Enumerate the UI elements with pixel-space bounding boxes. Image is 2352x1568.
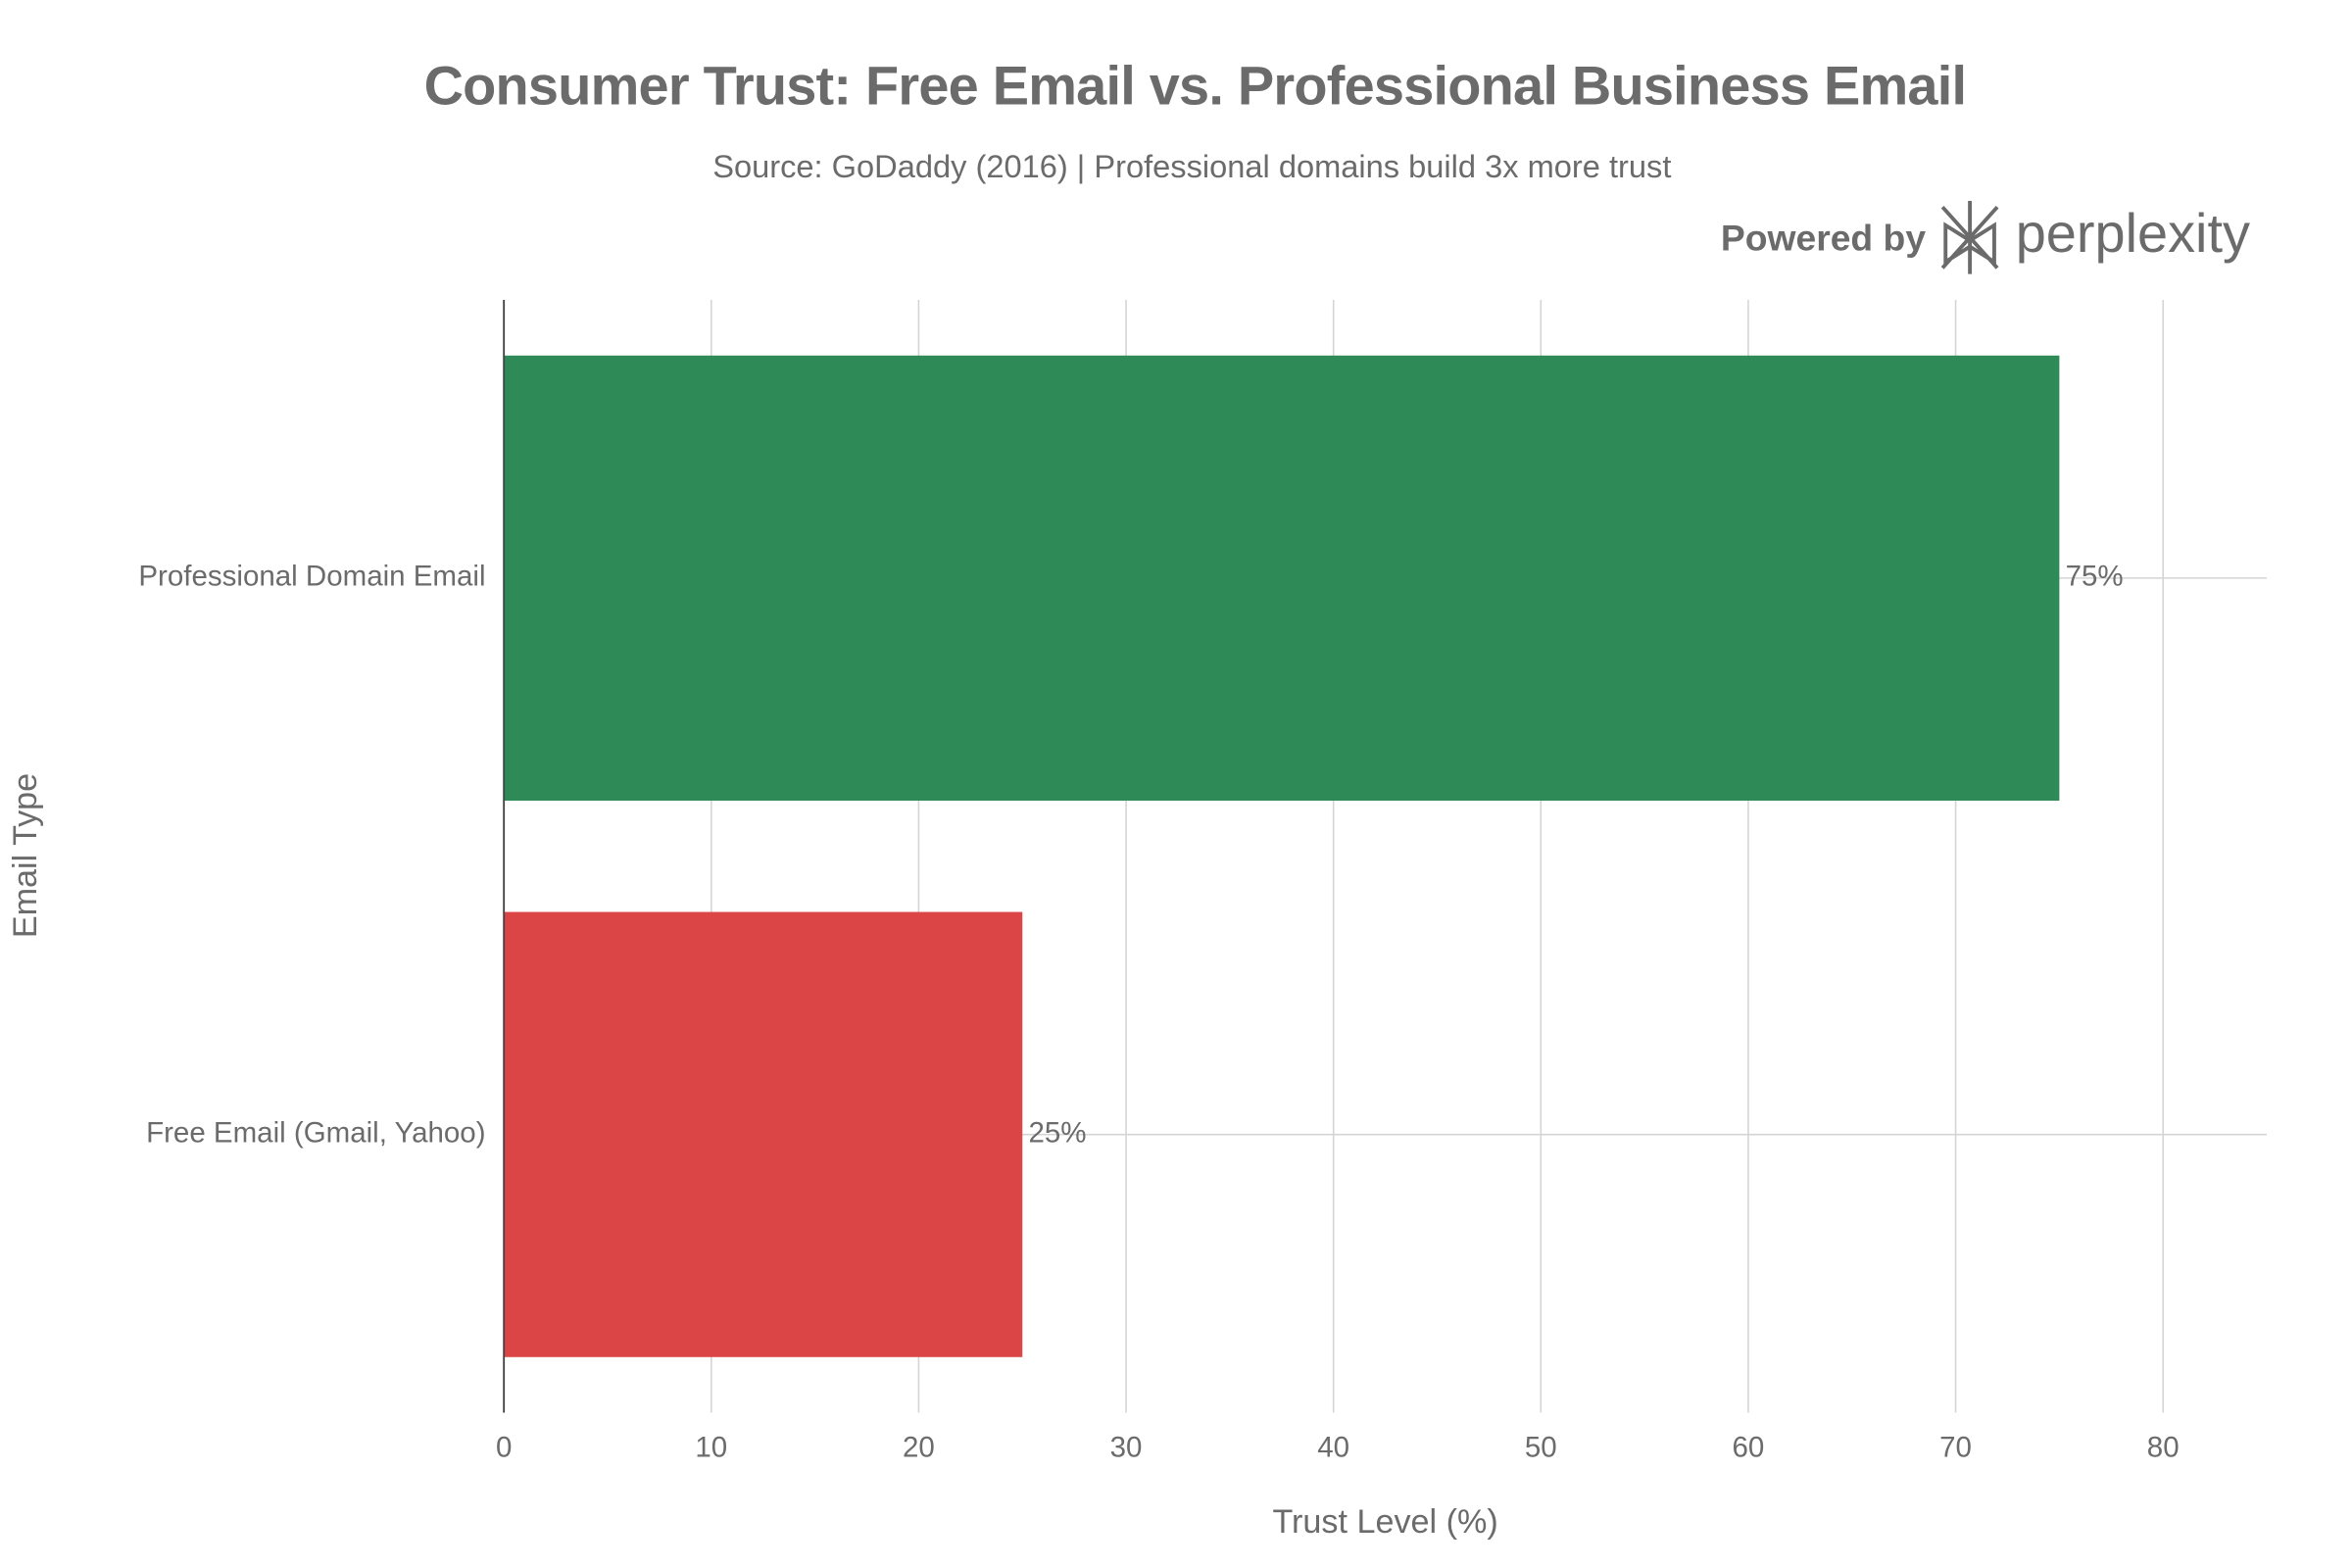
x-tick-label: 50 bbox=[1525, 1432, 1557, 1464]
bar bbox=[504, 911, 1023, 1357]
x-tick-label: 80 bbox=[2147, 1432, 2180, 1464]
x-tick-label: 0 bbox=[496, 1432, 512, 1464]
y-tick-label: Professional Domain Email bbox=[138, 561, 485, 593]
x-tick-label: 20 bbox=[903, 1432, 935, 1464]
y-tick-label: Free Email (Gmail, Yahoo) bbox=[146, 1116, 485, 1149]
x-tick-label: 10 bbox=[695, 1432, 727, 1464]
x-tick-label: 40 bbox=[1317, 1432, 1349, 1464]
x-axis-title: Trust Level (%) bbox=[1272, 1503, 1497, 1541]
chart-subtitle: Source: GoDaddy (2016) | Professional do… bbox=[712, 148, 1671, 184]
y-axis-title: Email Type bbox=[7, 773, 44, 938]
bar bbox=[504, 355, 2060, 802]
x-tick-label: 60 bbox=[1733, 1432, 1765, 1464]
brand-logo bbox=[1940, 201, 1999, 274]
brand-name: perplexity bbox=[2016, 202, 2250, 264]
chart-title: Consumer Trust: Free Email vs. Professio… bbox=[424, 54, 1967, 116]
x-tick-label: 30 bbox=[1110, 1432, 1143, 1464]
value-label: 25% bbox=[1028, 1116, 1086, 1149]
brand-prefix: Powered by bbox=[1721, 217, 1926, 258]
x-tick-label: 70 bbox=[1939, 1432, 1972, 1464]
value-label: 75% bbox=[2066, 561, 2124, 593]
